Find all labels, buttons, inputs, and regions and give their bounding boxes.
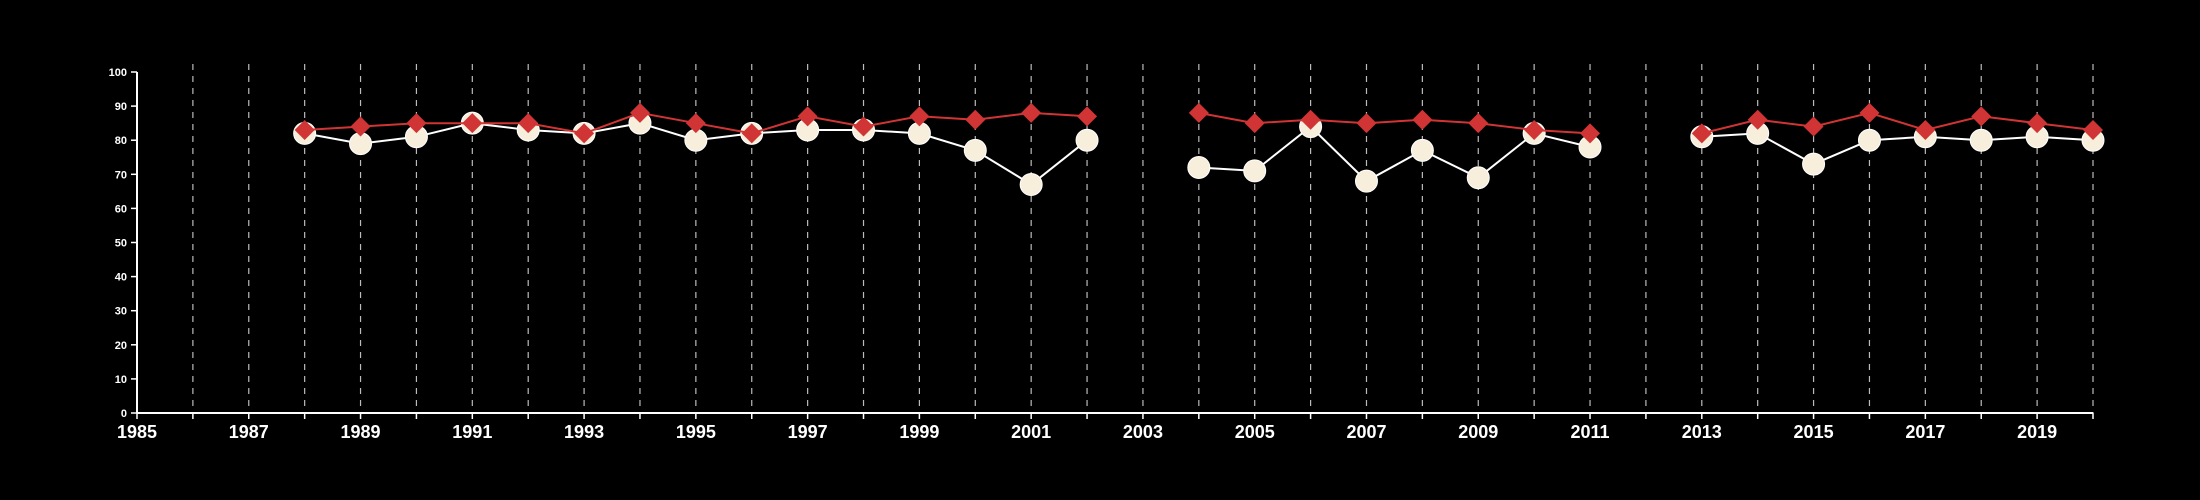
data-point-diamond: [1188, 102, 1209, 123]
data-point-diamond: [574, 123, 595, 144]
x-tick-label: 2001: [1011, 422, 1051, 442]
y-tick-label: 40: [115, 272, 127, 284]
x-tick-label: 2015: [1794, 422, 1834, 442]
data-point-diamond: [1244, 113, 1265, 134]
data-point-circle: [1019, 173, 1043, 197]
data-point-diamond: [629, 102, 650, 123]
x-tick-label: 1985: [117, 422, 157, 442]
x-tick-label: 1997: [788, 422, 828, 442]
data-point-diamond: [909, 106, 930, 127]
x-tick-label: 2009: [1458, 422, 1498, 442]
y-tick-label: 30: [115, 306, 127, 318]
data-point-diamond: [518, 113, 539, 134]
series-line: [1701, 111, 2094, 135]
data-point-diamond: [350, 116, 371, 137]
x-tick-label: 1991: [452, 422, 492, 442]
x-tick-label: 2011: [1570, 422, 1609, 442]
grid-lines: [192, 64, 2094, 413]
series-2: [294, 102, 2103, 144]
data-point-diamond: [1971, 106, 1992, 127]
data-point-circle: [1410, 138, 1434, 162]
data-point-diamond: [462, 113, 483, 134]
series-layer: [293, 102, 2105, 197]
data-point-diamond: [1691, 123, 1712, 144]
axes: 0 10 20 30 40 50 60 70 80 90 100 1985 1987 1989 1991 19…: [109, 67, 2094, 442]
x-tick-label: 2005: [1235, 422, 1275, 442]
x-tick-label: 2007: [1346, 422, 1386, 442]
data-point-diamond: [1412, 109, 1433, 130]
data-point-diamond: [1021, 102, 1042, 123]
data-point-circle: [1075, 128, 1099, 152]
x-tick-label: 2017: [1905, 422, 1945, 442]
data-point-diamond: [1300, 109, 1321, 130]
y-tick-label: 60: [115, 203, 127, 215]
data-point-circle: [1969, 128, 1993, 152]
x-tick-label: 2019: [2017, 422, 2057, 442]
data-point-diamond: [853, 116, 874, 137]
data-point-circle: [1354, 169, 1378, 193]
data-point-diamond: [2027, 113, 2048, 134]
series-line: [1198, 125, 1591, 183]
y-tick-label: 100: [109, 67, 127, 79]
y-tick-label: 0: [121, 408, 127, 420]
data-point-diamond: [1356, 113, 1377, 134]
y-tick-label: 10: [115, 374, 127, 386]
data-point-diamond: [2083, 119, 2103, 140]
x-tick-label: 1993: [564, 422, 604, 442]
x-tick-label: 1995: [676, 422, 716, 442]
x-tick-label: 2003: [1123, 422, 1163, 442]
data-point-diamond: [1747, 109, 1768, 130]
y-tick-label: 20: [115, 340, 127, 352]
data-point-diamond: [1915, 119, 1936, 140]
y-tick-label: 90: [115, 101, 127, 113]
data-point-circle: [1187, 155, 1211, 179]
data-point-diamond: [1077, 106, 1098, 127]
y-tick-label: 50: [115, 238, 127, 250]
data-point-diamond: [406, 113, 427, 134]
x-tick-label: 2013: [1682, 422, 1722, 442]
x-tick-label: 1989: [341, 422, 381, 442]
data-point-circle: [1466, 166, 1490, 190]
data-point-circle: [1802, 152, 1826, 176]
data-point-diamond: [1524, 119, 1545, 140]
data-point-diamond: [1859, 102, 1880, 123]
y-tick-label: 70: [115, 169, 127, 181]
data-point-circle: [1243, 159, 1267, 183]
x-tick-label: 1987: [229, 422, 269, 442]
data-point-diamond: [1803, 116, 1824, 137]
data-point-diamond: [741, 123, 762, 144]
data-point-diamond: [685, 113, 706, 134]
data-point-diamond: [965, 109, 986, 130]
data-point-circle: [963, 138, 987, 162]
data-point-diamond: [294, 119, 315, 140]
data-point-circle: [1857, 128, 1881, 152]
y-tick-label: 80: [115, 135, 127, 147]
x-tick-label: 1999: [899, 422, 939, 442]
data-point-diamond: [1580, 123, 1601, 144]
data-point-diamond: [1468, 113, 1489, 134]
data-point-diamond: [797, 106, 818, 127]
